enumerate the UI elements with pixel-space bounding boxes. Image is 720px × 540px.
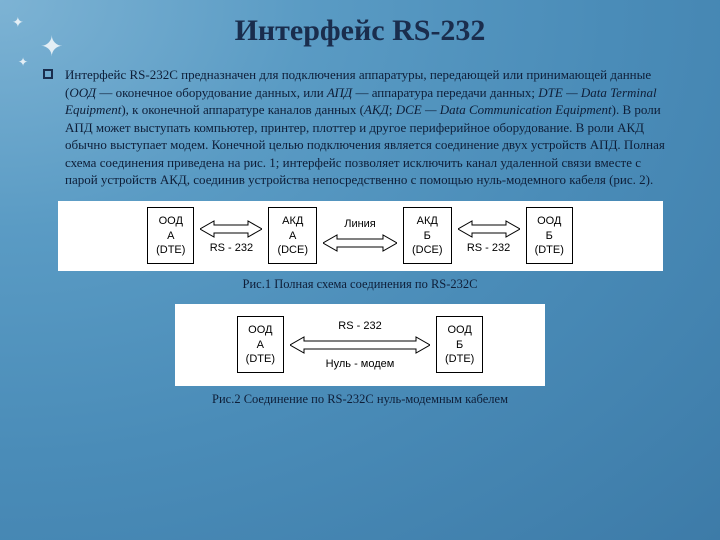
bullet-icon [43, 69, 53, 79]
connector-null-modem: RS - 232 Нуль - модем [290, 320, 430, 370]
diagram-full-connection: ООД А (DTE) RS - 232 АКД А (DCE) Линия А… [58, 201, 663, 271]
label-rs232: RS - 232 [467, 242, 510, 254]
diagram-null-modem: ООД А (DTE) RS - 232 Нуль - модем ООД Б … [175, 304, 545, 386]
term-ood: ООД [69, 85, 96, 100]
sparkle-icon: ✦ [18, 55, 28, 70]
label-line: Линия [344, 218, 376, 230]
term-apd: АПД [327, 85, 352, 100]
slide-title: Интерфейс RS-232 [0, 0, 720, 48]
label-null-modem: Нуль - модем [326, 358, 395, 370]
double-arrow-icon [290, 334, 430, 356]
body-paragraph: Интерфейс RS-232C предназначен для подкл… [65, 66, 675, 189]
double-arrow-icon [458, 218, 520, 240]
node-ood-a: ООД А (DTE) [237, 316, 284, 373]
label-rs232: RS - 232 [338, 320, 381, 332]
connector-line: Линия [323, 218, 397, 254]
connector-rs232: RS - 232 [458, 218, 520, 254]
connector-rs232: RS - 232 [200, 218, 262, 254]
text: ), к оконечной аппаратуре каналов данных… [121, 102, 364, 117]
text: — оконечное оборудование данных, или [96, 85, 327, 100]
node-ood-b: ООД Б (DTE) [526, 207, 573, 264]
label-rs232: RS - 232 [210, 242, 253, 254]
text: ; [389, 102, 396, 117]
node-akd-a: АКД А (DCE) [268, 207, 317, 264]
term-akd: АКД [364, 102, 389, 117]
node-akd-b: АКД Б (DCE) [403, 207, 452, 264]
text: — аппаратура передачи данных; [352, 85, 538, 100]
node-ood-a: ООД А (DTE) [147, 207, 194, 264]
double-arrow-icon [323, 232, 397, 254]
caption-1: Рис.1 Полная схема соединения по RS-232C [0, 277, 720, 292]
term-dce: DCE — Data Communication Equipment [396, 102, 612, 117]
sparkle-icon: ✦ [12, 15, 24, 32]
node-ood-b: ООД Б (DTE) [436, 316, 483, 373]
caption-2: Рис.2 Соединение по RS-232C нуль-модемны… [0, 392, 720, 407]
sparkle-icon: ✦ [40, 30, 63, 64]
double-arrow-icon [200, 218, 262, 240]
